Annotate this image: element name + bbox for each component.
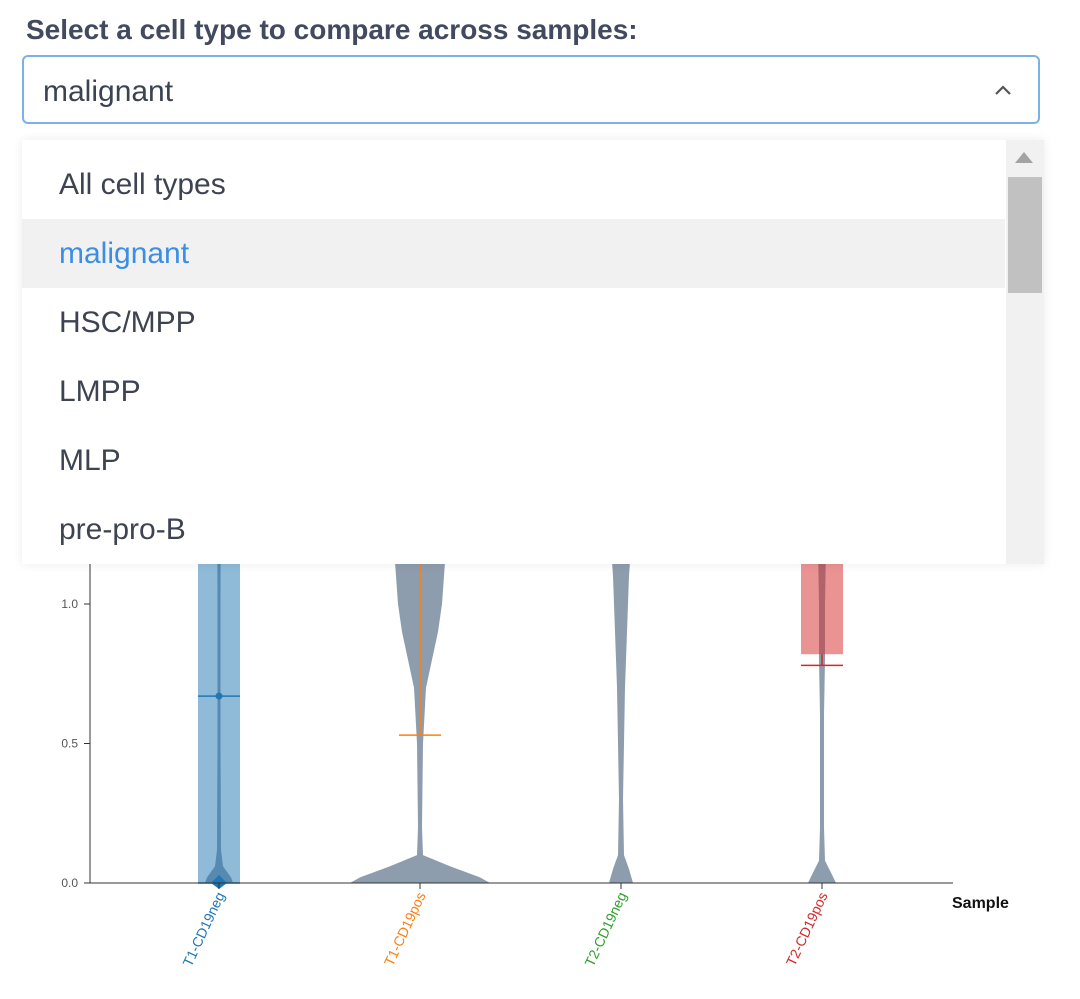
option-lmpp[interactable]: LMPP [59, 375, 141, 408]
x-tick-label: T1-CD19neg [179, 890, 227, 969]
x-tick-label: T2-CD19neg [581, 890, 629, 969]
select-value: malignant [43, 75, 174, 108]
option-malignant[interactable]: malignant [22, 219, 1005, 288]
scroll-thumb[interactable] [1008, 177, 1042, 293]
y-tick-label: 0.0 [61, 876, 78, 890]
option-pre-pro-b[interactable]: pre-pro-B [59, 513, 186, 546]
median-marker-T1-CD19neg [211, 875, 227, 889]
scroll-up-arrow-icon[interactable] [1015, 152, 1033, 163]
option-all-cell-types[interactable]: All cell types [59, 168, 226, 201]
cell-type-select[interactable]: malignant [22, 55, 1040, 124]
cell-type-dropdown: All cell types malignant HSC/MPP LMPP ML… [22, 140, 1044, 564]
x-tick-label: T1-CD19pos [381, 890, 429, 969]
dropdown-scrollbar[interactable] [1006, 140, 1044, 564]
box-T1-CD19neg [198, 564, 240, 883]
option-hsc-mpp[interactable]: HSC/MPP [59, 306, 196, 339]
box-T2-CD19pos [801, 564, 843, 655]
y-tick-label: 0.5 [61, 737, 78, 751]
x-tick-label: T2-CD19pos [783, 890, 831, 969]
x-axis-label: Sample [952, 895, 1009, 912]
mean-point-T1-CD19neg [215, 692, 223, 700]
cell-type-prompt: Select a cell type to compare across sam… [26, 14, 638, 45]
y-tick-label: 1.0 [61, 597, 78, 611]
option-mlp[interactable]: MLP [59, 444, 121, 477]
chevron-up-icon[interactable] [992, 79, 1014, 101]
